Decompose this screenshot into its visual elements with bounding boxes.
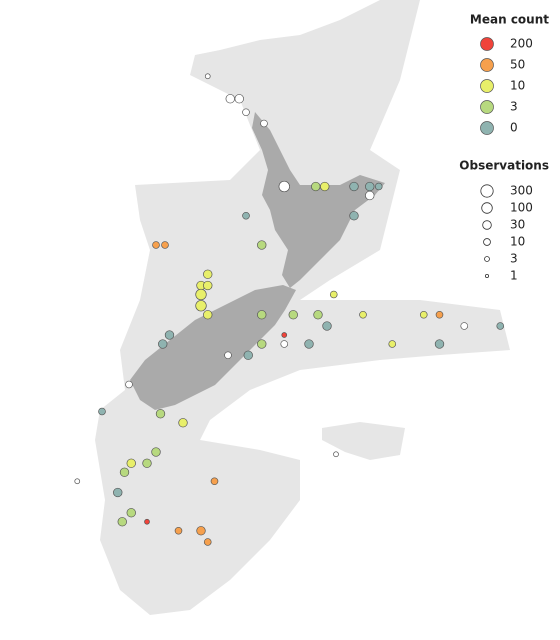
data-point [204, 73, 211, 80]
data-point [242, 211, 250, 220]
data-point [329, 290, 338, 299]
data-point [125, 380, 133, 389]
data-point [119, 467, 130, 477]
data-point [359, 310, 367, 319]
land-light [95, 0, 510, 615]
legend-swatch [480, 100, 494, 114]
data-point [260, 119, 268, 128]
data-point [203, 269, 213, 279]
data-point [126, 508, 136, 518]
legend-title: Observations [459, 159, 549, 173]
legend: Mean count200501030Observations300100301… [459, 13, 549, 283]
data-point [98, 407, 106, 416]
data-point [117, 517, 127, 527]
data-point [388, 340, 397, 348]
data-point [460, 322, 469, 330]
data-point [144, 518, 150, 525]
data-point [311, 181, 321, 192]
data-point [210, 477, 219, 486]
data-point [280, 340, 289, 348]
data-point [195, 288, 207, 301]
legend-size [482, 220, 492, 230]
data-point [142, 458, 152, 468]
data-point [257, 310, 267, 320]
points [74, 73, 505, 546]
legend-swatch [480, 58, 494, 72]
legend-label: 10 [510, 79, 525, 93]
data-point [74, 478, 81, 485]
legend-swatch [480, 37, 494, 51]
data-point [203, 310, 213, 320]
data-point [225, 94, 235, 104]
legend-label: 10 [510, 235, 525, 249]
data-point [161, 241, 169, 249]
data-point [304, 339, 314, 349]
data-point [435, 310, 444, 319]
data-point [434, 339, 445, 349]
land-background [95, 0, 510, 615]
data-point [164, 330, 175, 340]
data-point [243, 350, 253, 360]
legend-label: 1 [510, 269, 518, 283]
legend-swatch [480, 79, 494, 93]
data-point [195, 300, 207, 312]
legend-size [481, 202, 493, 214]
legend-label: 30 [510, 218, 525, 232]
south-island [130, 285, 296, 410]
data-point [242, 108, 250, 117]
legend-label: 3 [510, 252, 518, 266]
legend-size [483, 238, 491, 246]
legend-label: 200 [510, 37, 533, 51]
legend-size [484, 256, 490, 262]
legend-size [480, 184, 494, 198]
data-point [257, 339, 267, 349]
data-point [257, 240, 267, 250]
data-point [374, 182, 383, 191]
data-point [155, 409, 166, 419]
north-island [252, 112, 385, 288]
data-point [113, 487, 123, 498]
land-light [322, 422, 405, 460]
legend-label: 300 [510, 184, 533, 198]
data-point [178, 418, 188, 428]
data-point [203, 538, 212, 546]
legend-label: 3 [510, 100, 518, 114]
data-point [419, 310, 428, 319]
data-point [288, 310, 298, 320]
legend-swatch [480, 121, 494, 135]
data-point [320, 181, 330, 192]
data-point [224, 351, 232, 360]
data-point [152, 241, 160, 249]
data-point [126, 458, 136, 468]
legend-label: 100 [510, 201, 533, 215]
data-point [322, 321, 332, 331]
legend-size [484, 273, 489, 278]
data-point [158, 339, 168, 349]
data-point [365, 181, 375, 192]
data-point [174, 526, 183, 535]
data-point [496, 322, 505, 330]
data-point [151, 447, 161, 457]
data-point [278, 180, 290, 193]
data-point [203, 280, 213, 291]
data-point [349, 181, 359, 192]
legend-label: 0 [510, 121, 518, 135]
legend-title: Mean count [470, 13, 549, 27]
new-zealand [130, 112, 385, 410]
data-point [313, 310, 323, 320]
data-point [234, 94, 244, 104]
legend-label: 50 [510, 58, 525, 72]
data-point [333, 451, 339, 458]
data-point [281, 332, 288, 338]
data-point [349, 211, 359, 221]
data-point [365, 190, 375, 201]
data-point [196, 526, 206, 536]
